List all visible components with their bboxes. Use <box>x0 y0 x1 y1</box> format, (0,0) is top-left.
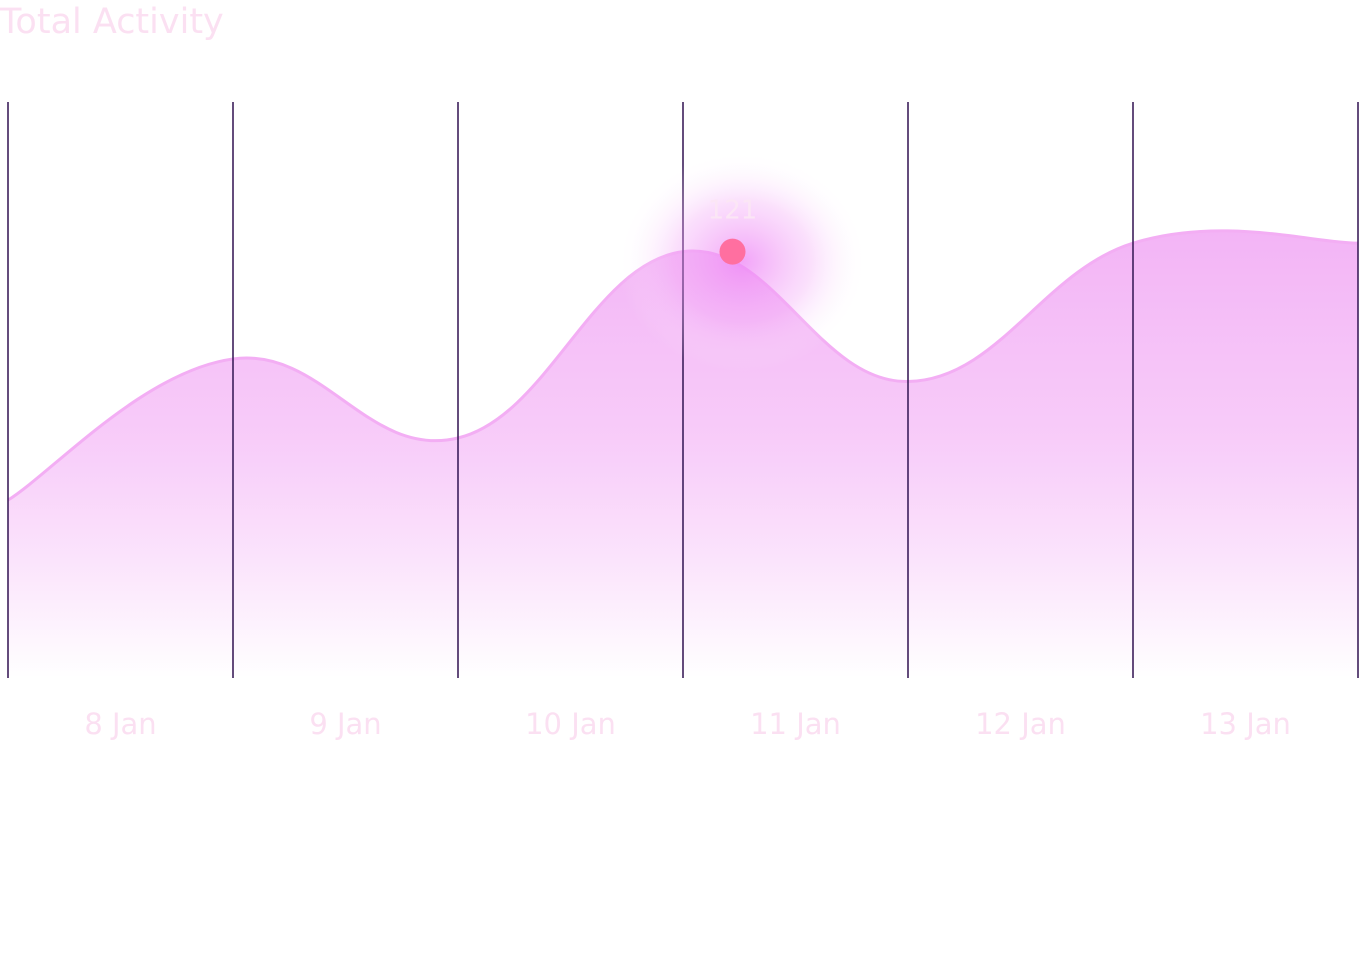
highlight-point[interactable] <box>719 238 746 265</box>
x-axis-ticks: 8 Jan 9 Jan 10 Jan 11 Jan 12 Jan 13 Jan <box>84 707 1291 741</box>
highlight-marker-group: 121 <box>708 196 758 265</box>
x-tick-label-2: 10 Jan <box>525 707 616 741</box>
highlight-glow <box>617 151 868 372</box>
x-tick-label-4: 12 Jan <box>975 707 1066 741</box>
x-tick-label-3: 11 Jan <box>750 707 841 741</box>
chart-title: Total Activity <box>0 2 224 42</box>
highlight-glow-circle <box>617 151 868 372</box>
x-tick-label-5: 13 Jan <box>1200 707 1291 741</box>
highlight-value-label: 121 <box>708 196 758 226</box>
x-tick-label-0: 8 Jan <box>84 707 156 741</box>
x-tick-label-1: 9 Jan <box>309 707 381 741</box>
